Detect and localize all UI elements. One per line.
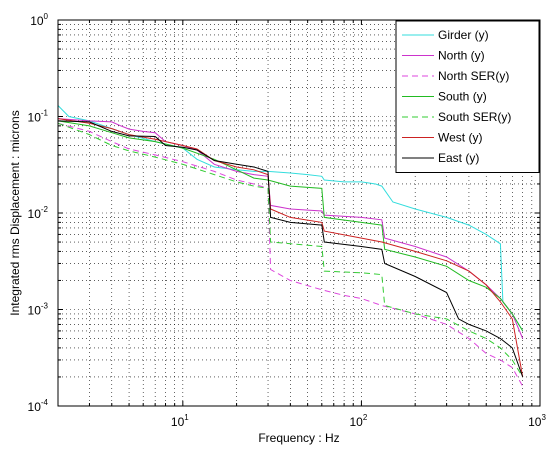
series-line-2 <box>57 122 524 387</box>
series-line-3 <box>57 120 524 332</box>
series-line-6 <box>57 120 524 378</box>
series-line-0 <box>57 105 524 332</box>
y-tick-label: 10-3 <box>28 302 49 318</box>
legend-label: Girder (y) <box>438 28 489 42</box>
y-tick-label: 10-2 <box>28 205 49 221</box>
x-tick-labels: 101 102 103 <box>171 413 547 429</box>
series-line-4 <box>57 122 524 378</box>
legend-box <box>395 20 540 173</box>
x-axis-label: Frequency : Hz <box>258 431 339 445</box>
x-tick-label: 101 <box>171 413 189 429</box>
x-tick-label: 102 <box>350 413 368 429</box>
legend: Girder (y) North (y) North SER(y) South (y)… <box>395 20 540 173</box>
y-axis-label: Integrated rms Displacement : microns <box>8 110 22 315</box>
y-tick-label: 100 <box>30 12 48 28</box>
y-tick-label: 10-1 <box>28 109 49 125</box>
series-line-5 <box>57 118 524 378</box>
legend-label: North (y) <box>438 49 485 63</box>
series-layer <box>57 105 524 387</box>
y-tick-label: 10-4 <box>28 398 49 414</box>
legend-label: West (y) <box>438 131 482 145</box>
y-tick-labels: 10-4 10-3 10-2 10-1 100 <box>28 12 49 414</box>
legend-label: North SER(y) <box>438 69 509 83</box>
legend-label: South (y) <box>438 90 487 104</box>
x-tick-label: 103 <box>528 413 546 429</box>
legend-label: East (y) <box>438 151 479 165</box>
legend-label: South SER(y) <box>438 110 511 124</box>
grid <box>58 20 540 406</box>
